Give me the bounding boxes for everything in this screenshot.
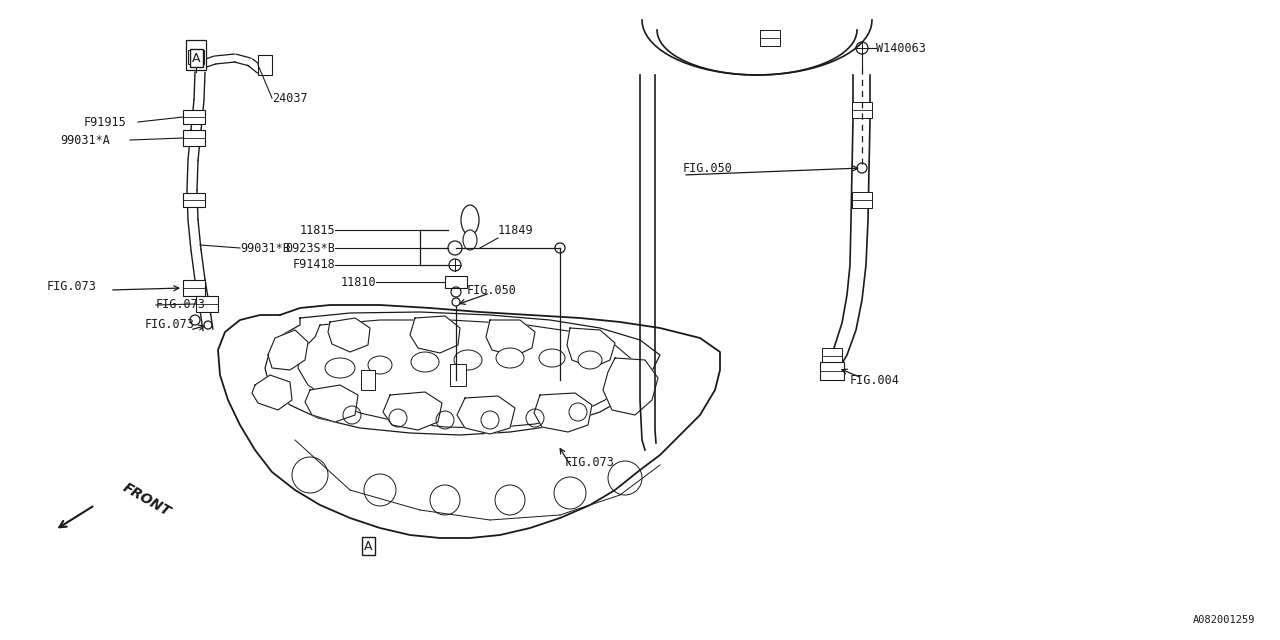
Bar	[445, 276, 467, 288]
Text: FIG.073: FIG.073	[564, 456, 614, 468]
Text: A082001259: A082001259	[1193, 615, 1254, 625]
Text: F91418: F91418	[292, 259, 335, 271]
Text: 0923S*B: 0923S*B	[285, 241, 335, 255]
Text: FIG.073: FIG.073	[156, 298, 206, 312]
Polygon shape	[252, 375, 292, 410]
Bar	[259, 55, 273, 75]
Text: W140063: W140063	[876, 42, 925, 54]
Text: FIG.073: FIG.073	[47, 280, 97, 294]
Text: FIG.073: FIG.073	[145, 319, 195, 332]
Polygon shape	[305, 385, 358, 422]
Ellipse shape	[411, 352, 439, 372]
Text: F91915: F91915	[84, 115, 127, 129]
Text: 24037: 24037	[273, 92, 307, 104]
Bar	[361, 370, 375, 390]
Bar	[852, 102, 872, 118]
Polygon shape	[567, 328, 614, 368]
Text: 11849: 11849	[498, 223, 534, 237]
Text: FIG.050: FIG.050	[684, 161, 733, 175]
Ellipse shape	[369, 356, 392, 374]
Ellipse shape	[325, 358, 355, 378]
Polygon shape	[486, 320, 535, 356]
Text: FIG.050: FIG.050	[467, 284, 517, 296]
Text: 99031*A: 99031*A	[60, 134, 110, 147]
Text: A: A	[364, 540, 372, 552]
Polygon shape	[383, 392, 442, 430]
Ellipse shape	[497, 348, 524, 368]
Text: 11810: 11810	[340, 275, 376, 289]
Polygon shape	[268, 330, 308, 370]
Polygon shape	[457, 396, 515, 434]
Bar	[451, 364, 466, 386]
Ellipse shape	[463, 230, 477, 250]
Ellipse shape	[579, 351, 602, 369]
Bar	[188, 50, 204, 64]
Text: 99031*B: 99031*B	[241, 241, 289, 255]
Bar	[820, 362, 844, 380]
Text: FRONT: FRONT	[120, 481, 173, 519]
Bar	[183, 110, 205, 124]
Bar	[186, 40, 206, 70]
Bar	[183, 280, 205, 296]
Bar	[760, 30, 780, 46]
Ellipse shape	[454, 350, 483, 370]
Text: A: A	[192, 51, 200, 65]
Bar	[852, 192, 872, 208]
Ellipse shape	[539, 349, 564, 367]
Text: FIG.004: FIG.004	[850, 374, 900, 387]
Bar	[822, 348, 842, 364]
Polygon shape	[218, 305, 719, 538]
Bar	[196, 296, 218, 312]
Polygon shape	[328, 318, 370, 352]
Polygon shape	[410, 316, 460, 353]
Ellipse shape	[461, 205, 479, 235]
Bar	[183, 130, 205, 146]
Polygon shape	[603, 358, 658, 415]
Bar	[183, 193, 205, 207]
Text: 11815: 11815	[300, 223, 335, 237]
Polygon shape	[534, 393, 591, 432]
